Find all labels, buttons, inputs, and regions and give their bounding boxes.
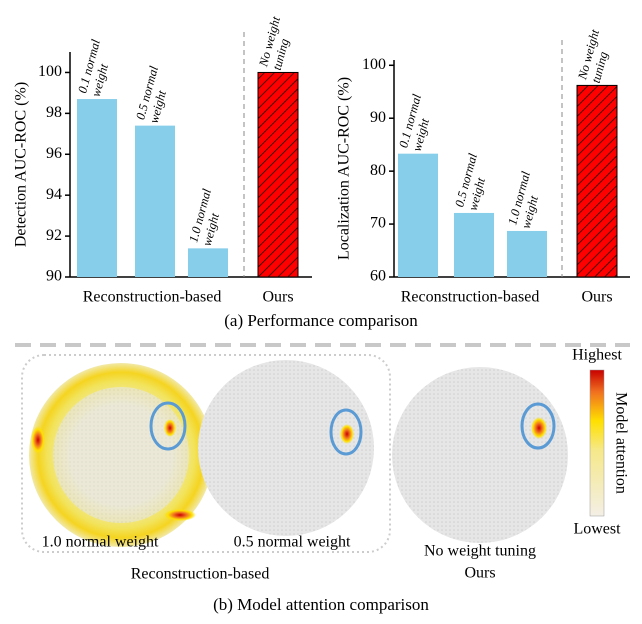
colorbar-low: Lowest	[573, 521, 621, 538]
figure: 90 92 94 96 98 100 Detection AUC-ROC (%) 0.1 no…	[0, 0, 642, 624]
y-tick-label: 60	[370, 268, 386, 285]
hotspot	[164, 509, 196, 521]
y-tick-label: 98	[46, 104, 62, 121]
y-tick-label: 90	[370, 109, 386, 126]
y-tick-label: 70	[370, 215, 386, 232]
y-axis-label: Detection AUC-ROC (%)	[13, 82, 30, 247]
bar-label: No weighttuning	[575, 27, 616, 85]
group-label: Ours	[464, 565, 495, 582]
bar	[507, 231, 547, 277]
y-axis-label: Localization AUC-ROC (%)	[336, 77, 353, 260]
panel-label: 0.5 normal weight	[234, 534, 351, 551]
colorbar-label: Model attention	[612, 392, 629, 494]
attention-maps: 1.0 normal weight 0.5 normal weight No w…	[22, 347, 629, 614]
group-label: Reconstruction-based	[401, 289, 540, 306]
group-label: Reconstruction-based	[131, 566, 270, 583]
bar	[577, 85, 617, 277]
panel-label: 1.0 normal weight	[42, 534, 159, 551]
bar	[258, 72, 298, 277]
bar-label: 0.1 normalweight	[75, 37, 116, 98]
y-tick-label: 90	[46, 268, 62, 285]
bar-label: No weighttuning	[256, 15, 297, 73]
panel-label: No weight tuning	[424, 543, 536, 560]
y-tick-label: 80	[370, 162, 386, 179]
bar	[188, 248, 228, 277]
bar-label: 0.1 normalweight	[396, 92, 437, 153]
bar-label: 1.0 normalweight	[186, 187, 227, 248]
caption-a: (a) Performance comparison	[224, 311, 418, 330]
colorbar	[590, 370, 604, 516]
hotspot	[531, 417, 547, 439]
bar-label: 0.5 normalweight	[133, 64, 174, 125]
y-tick-label: 100	[38, 63, 62, 80]
charts: 90 92 94 96 98 100 Detection AUC-ROC (%) 0.1 no…	[13, 15, 630, 306]
bar-label: 1.0 normalweight	[505, 169, 546, 230]
bar	[135, 126, 175, 277]
y-tick-label: 94	[46, 186, 62, 203]
bar	[77, 99, 117, 277]
bar	[454, 213, 494, 277]
group-label: Reconstruction-based	[83, 289, 222, 306]
bar	[398, 154, 438, 277]
hotspot	[31, 426, 45, 454]
group-label: Ours	[581, 289, 612, 306]
y-tick-label: 92	[46, 227, 62, 244]
map	[392, 367, 568, 543]
map	[198, 360, 374, 536]
y-tick-label: 100	[362, 56, 386, 73]
y-tick-label: 96	[46, 145, 62, 162]
caption-b: (b) Model attention comparison	[213, 595, 429, 614]
colorbar-high: Highest	[572, 347, 622, 364]
group-label: Ours	[262, 289, 293, 306]
bar-label: 0.5 normalweight	[452, 151, 493, 212]
hotspot	[340, 424, 354, 444]
map-texture	[53, 387, 189, 523]
hotspot	[164, 419, 176, 437]
